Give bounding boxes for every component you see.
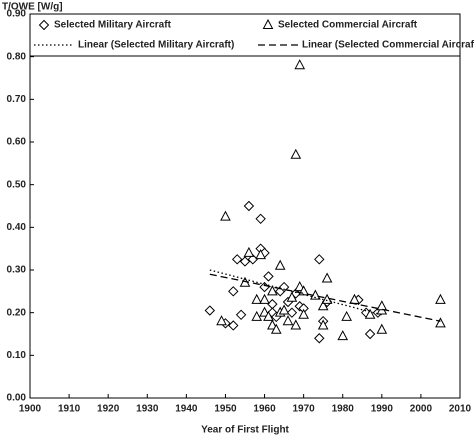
y-tick-label: 0.60 — [7, 137, 27, 148]
diamond-marker — [247, 254, 259, 265]
diamond-marker — [243, 200, 255, 212]
x-tick-label: 1970 — [293, 404, 316, 415]
legend-box — [29, 13, 461, 57]
triangle-marker — [286, 291, 298, 302]
triangle-marker — [317, 300, 329, 311]
triangle-marker — [243, 246, 255, 257]
triangle-marker — [270, 323, 282, 334]
diamond-marker — [239, 256, 251, 267]
trend-line — [209, 269, 382, 316]
y-tick-label: 0.30 — [7, 265, 27, 276]
triangle-marker — [278, 304, 290, 315]
triangle-marker — [274, 259, 286, 270]
diamond-marker — [314, 333, 325, 344]
y-tick-label: 0.90 — [7, 9, 27, 20]
y-tick-label: 0.50 — [7, 179, 27, 190]
triangle-marker — [267, 285, 278, 296]
triangle-marker — [259, 293, 270, 304]
x-tick-label: 1980 — [332, 404, 355, 415]
triangle-marker — [251, 310, 263, 321]
triangle-marker — [294, 59, 306, 70]
triangle-marker — [435, 293, 446, 304]
triangle-marker — [251, 293, 263, 304]
x-tick-label: 1950 — [214, 404, 237, 415]
x-tick-label: 1960 — [253, 404, 276, 415]
x-tick-label: 2000 — [410, 404, 433, 415]
x-tick-label: 1990 — [371, 404, 394, 415]
y-tick-label: 0.40 — [7, 222, 27, 233]
legend-label: Linear (Selected Commercial Aircraft) — [302, 40, 474, 51]
y-tick-label: 0.10 — [7, 350, 27, 361]
triangle-marker — [298, 308, 309, 319]
triangle-marker — [255, 248, 266, 260]
triangle-marker — [282, 315, 294, 326]
triangle-marker — [341, 310, 352, 321]
triangle-marker — [376, 323, 388, 334]
triangle-marker — [216, 315, 227, 326]
diamond-marker — [255, 213, 266, 225]
diamond-marker — [235, 309, 247, 321]
legend-label: Linear (Selected Military Aircraft) — [78, 40, 234, 51]
x-tick-label: 1910 — [58, 404, 81, 415]
x-axis-title: Year of First Flight — [201, 425, 289, 436]
triangle-marker — [435, 317, 446, 328]
triangle-marker — [290, 148, 302, 159]
triangle-marker — [263, 310, 274, 321]
triangle-marker — [376, 300, 388, 311]
diamond-marker — [263, 271, 274, 282]
triangle-marker — [220, 210, 231, 221]
diamond-marker — [267, 298, 278, 310]
x-tick-label: 1930 — [136, 404, 159, 415]
diamond-marker — [228, 286, 239, 297]
x-tick-label: 1900 — [19, 404, 42, 415]
diamond-marker — [364, 328, 376, 340]
x-tick-label: 2010 — [449, 404, 472, 415]
triangle-marker — [317, 319, 329, 330]
triangle-marker — [262, 18, 274, 29]
trend-line — [209, 273, 441, 322]
triangle-marker — [290, 319, 302, 330]
diamond-marker — [314, 254, 325, 265]
diamond-marker — [38, 19, 50, 31]
x-tick-label: 1940 — [175, 404, 198, 415]
diamond-marker — [286, 307, 298, 318]
triangle-marker — [321, 272, 333, 283]
triangle-marker — [337, 330, 349, 341]
diamond-marker — [204, 305, 216, 316]
diamond-marker — [278, 281, 290, 293]
legend-label: Selected Commercial Aircraft — [278, 20, 418, 31]
y-axis-title: T/OWE [W/g] — [2, 2, 63, 13]
y-tick-label: 0.00 — [7, 393, 27, 404]
y-tick-label: 0.20 — [7, 307, 27, 318]
y-tick-label: 0.70 — [7, 94, 27, 105]
y-tick-label: 0.80 — [7, 51, 27, 62]
triangle-marker — [364, 308, 376, 319]
diamond-marker — [228, 320, 239, 331]
x-tick-label: 1920 — [97, 404, 120, 415]
diamond-marker — [231, 254, 243, 265]
legend-label: Selected Military Aircraft — [54, 20, 172, 31]
